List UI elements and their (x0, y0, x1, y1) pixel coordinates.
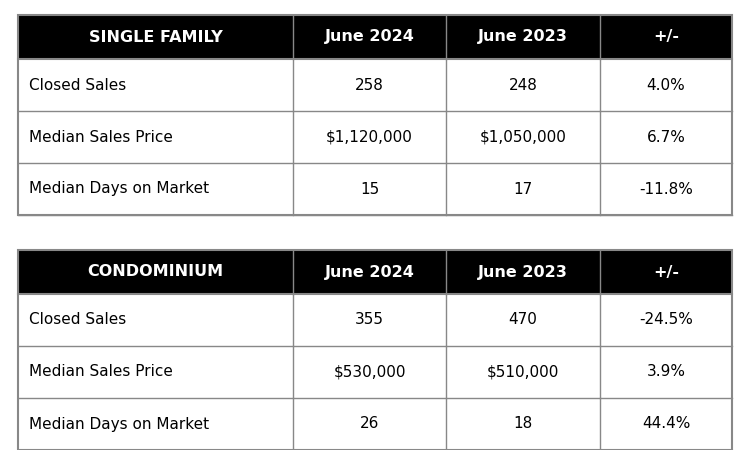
Text: 3.9%: 3.9% (646, 364, 686, 379)
Text: 26: 26 (360, 417, 380, 432)
Text: SINGLE FAMILY: SINGLE FAMILY (88, 30, 222, 45)
Text: June 2023: June 2023 (478, 30, 568, 45)
Text: $510,000: $510,000 (487, 364, 560, 379)
Text: CONDOMINIUM: CONDOMINIUM (88, 265, 224, 279)
Bar (18, 250, 732, 294)
Text: June 2023: June 2023 (478, 265, 568, 279)
Text: 18: 18 (514, 417, 532, 432)
Text: +/-: +/- (653, 265, 679, 279)
Text: June 2024: June 2024 (325, 30, 415, 45)
Bar (18, 294, 732, 346)
Text: -24.5%: -24.5% (639, 312, 693, 328)
Text: June 2024: June 2024 (325, 265, 415, 279)
Text: Median Days on Market: Median Days on Market (29, 417, 209, 432)
Bar (18, 346, 732, 398)
Bar (18, 163, 732, 215)
Bar (18, 398, 732, 450)
Text: -11.8%: -11.8% (639, 181, 693, 197)
Text: 355: 355 (356, 312, 384, 328)
Text: $1,120,000: $1,120,000 (326, 130, 413, 144)
Text: 4.0%: 4.0% (646, 77, 686, 93)
Text: 44.4%: 44.4% (642, 417, 690, 432)
Text: Median Sales Price: Median Sales Price (29, 130, 172, 144)
Text: 258: 258 (356, 77, 384, 93)
Text: $1,050,000: $1,050,000 (480, 130, 566, 144)
Bar (18, 59, 732, 111)
Text: Median Sales Price: Median Sales Price (29, 364, 172, 379)
Text: $530,000: $530,000 (334, 364, 406, 379)
Text: 6.7%: 6.7% (646, 130, 686, 144)
Text: 470: 470 (509, 312, 538, 328)
Bar (18, 15, 732, 215)
Bar (18, 15, 732, 59)
Bar (18, 250, 732, 450)
Text: 17: 17 (514, 181, 532, 197)
Text: Closed Sales: Closed Sales (29, 312, 126, 328)
Text: 15: 15 (360, 181, 380, 197)
Bar (18, 111, 732, 163)
Text: Median Days on Market: Median Days on Market (29, 181, 209, 197)
Text: +/-: +/- (653, 30, 679, 45)
Text: 248: 248 (509, 77, 538, 93)
Text: Closed Sales: Closed Sales (29, 77, 126, 93)
